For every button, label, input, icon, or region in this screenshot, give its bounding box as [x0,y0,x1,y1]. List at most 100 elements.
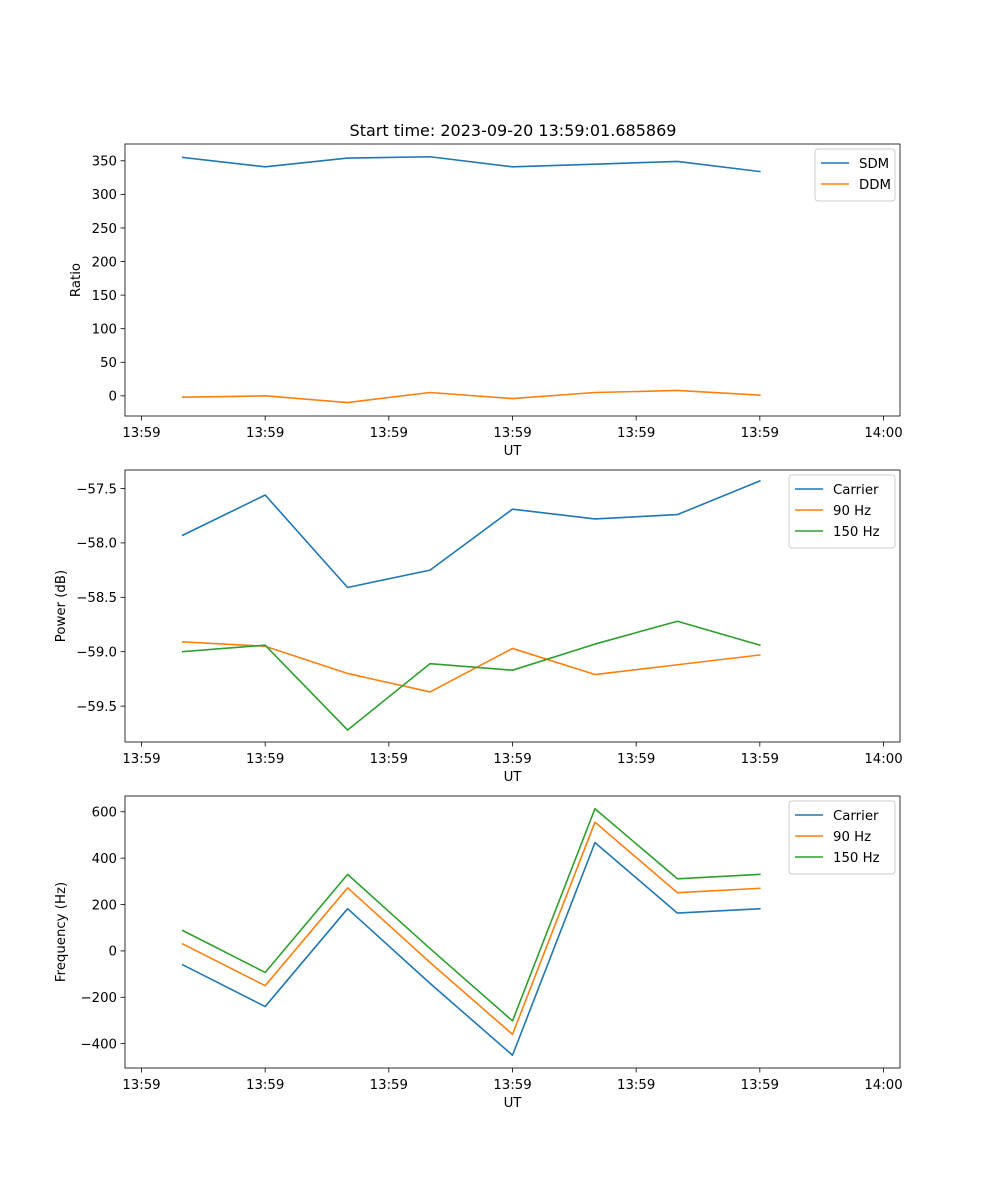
legend-entry-label: 90 Hz [833,504,871,519]
data-point [182,930,184,932]
data-point [264,1006,266,1008]
data-point [347,908,349,910]
data-point [347,874,349,876]
y-tick-label: −200 [80,991,117,1006]
data-point [594,643,596,645]
data-point [347,157,349,159]
series-line-carrier [181,841,761,1057]
y-tick-label: 250 [92,222,117,237]
y-axis-label: Power (dB) [54,570,69,642]
legend-entry-label: SDM [859,157,889,172]
data-point [264,395,266,397]
data-point [429,983,431,985]
y-tick-label: 200 [92,898,117,913]
data-point [182,641,184,643]
x-tick-label: 13:59 [370,752,408,767]
legend-box [788,474,896,549]
y-tick-label: 150 [92,289,117,304]
legend-entry-label: Carrier [833,483,879,498]
y-axis-label: Frequency (Hz) [54,882,69,982]
data-point [182,964,184,966]
data-point [677,514,679,516]
data-point [594,163,596,165]
data-point [759,394,761,396]
data-point [512,398,514,400]
data-point [512,648,514,650]
y-tick-label: 350 [92,155,117,170]
chart-panel-2: 13:59 13:59 13:59 13:59 13:59 13:59 14:00 −59.5… [54,469,903,785]
data-point [759,908,761,910]
data-point [759,887,761,889]
x-tick-label: 13:59 [246,426,284,441]
data-point [182,943,184,945]
data-point [677,620,679,622]
series-line-150-hz [181,807,761,1022]
series-line-90-hz [181,821,761,1036]
data-point [347,402,349,404]
data-point [264,985,266,987]
y-tick-label: 600 [92,806,117,821]
x-tick-label: 13:59 [493,426,531,441]
y-tick-label: 50 [100,356,117,371]
data-point [759,874,761,876]
y-tick-label: −59.5 [76,700,117,715]
x-tick-label: 14:00 [864,752,902,767]
data-point [594,518,596,520]
legend: Carrier 90 Hz 150 Hz [788,474,896,549]
series-line-90-hz [181,641,761,693]
x-axis-label: UT [504,770,523,785]
data-point [759,171,761,173]
data-point [677,892,679,894]
data-point [429,691,431,693]
x-axis-label: UT [504,444,523,459]
x-axis-label: UT [504,1096,523,1111]
y-tick-label: −57.5 [76,482,117,497]
x-tick-label: 13:59 [122,426,160,441]
data-point [264,644,266,646]
data-point [182,157,184,159]
data-point [594,674,596,676]
data-point [677,912,679,914]
series-line-150-hz [181,620,761,731]
data-point [182,396,184,398]
data-point [264,166,266,168]
x-tick-label: 13:59 [617,752,655,767]
y-tick-label: −400 [80,1037,117,1052]
x-tick-label: 13:59 [370,1078,408,1093]
y-tick-label: 0 [109,945,117,960]
data-point [429,663,431,665]
x-tick-label: 13:59 [370,426,408,441]
data-point [677,390,679,392]
data-point [677,878,679,880]
data-point [182,651,184,653]
series-line-sdm [181,155,761,173]
x-tick-label: 13:59 [493,752,531,767]
data-point [512,166,514,168]
data-point [512,1054,514,1056]
x-tick-label: 13:59 [617,1078,655,1093]
legend-box [814,148,896,202]
x-tick-label: 13:59 [122,1078,160,1093]
data-point [264,972,266,974]
legend: SDM DDM [814,148,896,202]
y-tick-label: 100 [92,322,117,337]
x-tick-label: 13:59 [617,426,655,441]
y-tick-label: 400 [92,852,117,867]
x-tick-label: 13:59 [122,752,160,767]
legend-entry-label: Carrier [833,809,879,824]
data-point [429,156,431,158]
data-point [594,842,596,844]
y-axis-label: Ratio [69,263,84,297]
legend-entry-label: DDM [859,178,891,193]
data-point [347,673,349,675]
data-point [429,962,431,964]
x-tick-label: 14:00 [864,1078,902,1093]
x-tick-label: 13:59 [493,1078,531,1093]
y-tick-label: −58.0 [76,537,117,552]
figure-title: Start time: 2023-09-20 13:59:01.685869 [350,121,677,140]
data-point [512,1020,514,1022]
data-point [594,392,596,394]
y-tick-label: 200 [92,255,117,270]
data-point [182,534,184,536]
